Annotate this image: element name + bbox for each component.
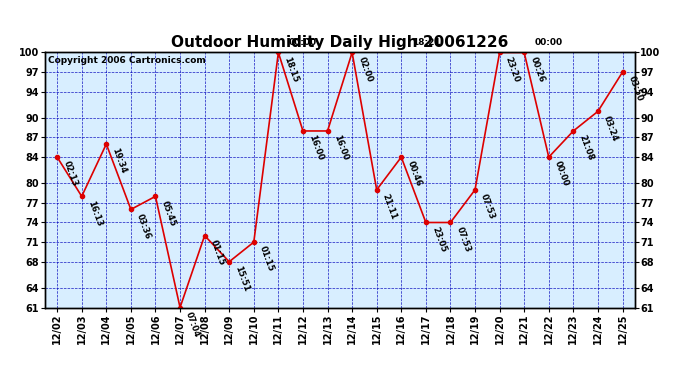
Text: 03:50: 03:50: [627, 75, 644, 103]
Text: 15:51: 15:51: [233, 264, 251, 293]
Text: 02:00: 02:00: [356, 55, 374, 83]
Text: 01:15: 01:15: [258, 245, 275, 273]
Title: Outdoor Humidity Daily High 20061226: Outdoor Humidity Daily High 20061226: [171, 35, 509, 50]
Text: 21:11: 21:11: [381, 193, 399, 221]
Text: 00:00: 00:00: [535, 38, 563, 47]
Text: 00:00: 00:00: [553, 160, 571, 188]
Text: 19:34: 19:34: [110, 147, 128, 175]
Text: 18:15: 18:15: [282, 55, 300, 84]
Text: 02:13: 02:13: [61, 160, 79, 188]
Text: 05:45: 05:45: [159, 199, 177, 227]
Text: 16:00: 16:00: [307, 134, 325, 162]
Text: 00:46: 00:46: [406, 160, 423, 188]
Text: 00:00: 00:00: [289, 38, 317, 47]
Text: 07:04: 07:04: [184, 310, 201, 338]
Text: 23:20: 23:20: [504, 55, 522, 83]
Text: 03:24: 03:24: [602, 114, 620, 142]
Text: 21:08: 21:08: [578, 134, 595, 162]
Text: Copyright 2006 Cartronics.com: Copyright 2006 Cartronics.com: [48, 56, 206, 65]
Text: 16:00: 16:00: [332, 134, 349, 162]
Text: 23:05: 23:05: [430, 225, 448, 254]
Text: 07:53: 07:53: [479, 193, 497, 220]
Text: 03:36: 03:36: [135, 212, 152, 240]
Text: 01:15: 01:15: [209, 238, 226, 267]
Text: 18:21: 18:21: [411, 38, 440, 47]
Text: 00:26: 00:26: [529, 55, 546, 83]
Text: 16:13: 16:13: [86, 199, 104, 227]
Text: 07:53: 07:53: [455, 225, 472, 253]
